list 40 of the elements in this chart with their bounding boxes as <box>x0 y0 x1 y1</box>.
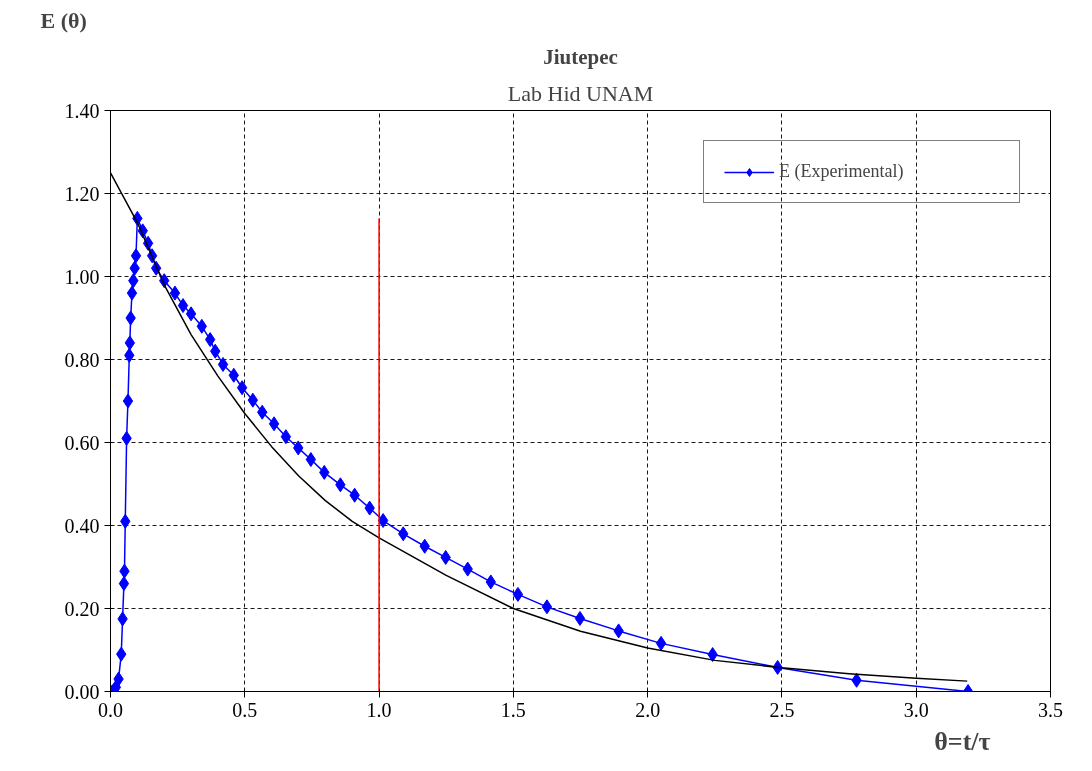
point <box>122 393 134 409</box>
chart-subtitle: Lab Hid UNAM <box>507 80 654 106</box>
point <box>541 599 553 615</box>
point <box>204 332 216 348</box>
legend-label: E (Experimental) <box>779 161 905 182</box>
y-tick-label: 1.00 <box>64 265 100 288</box>
point <box>268 416 280 432</box>
y-axis-title: E (θ) <box>40 7 87 33</box>
y-tick-label: 0.80 <box>64 348 100 371</box>
y-tick-label: 0.00 <box>64 680 100 703</box>
point <box>247 392 259 408</box>
point <box>655 635 667 651</box>
point <box>217 356 229 372</box>
x-tick-label: 0.0 <box>98 698 123 721</box>
y-tick-label: 0.40 <box>64 514 100 537</box>
point <box>236 380 248 396</box>
x-tick-label: 3.5 <box>1038 698 1063 721</box>
x-tick-label: 2.0 <box>635 698 661 721</box>
y-tick-label: 0.60 <box>64 431 100 454</box>
point <box>305 452 317 468</box>
x-tick-label: 2.5 <box>769 698 795 721</box>
point <box>169 285 181 301</box>
point <box>177 298 189 314</box>
chart-title: Jiutepec <box>543 44 618 69</box>
x-tick-label: 1.0 <box>366 698 392 721</box>
point <box>512 586 524 602</box>
point <box>118 576 130 592</box>
point <box>280 429 292 445</box>
y-tick-label: 0.20 <box>64 597 100 620</box>
point <box>185 306 197 322</box>
y-tick-label: 1.20 <box>64 182 100 205</box>
point <box>574 610 586 626</box>
point <box>377 513 389 529</box>
x-tick-label: 0.5 <box>232 698 258 721</box>
y-tick-label: 1.40 <box>64 99 100 122</box>
point <box>126 285 138 301</box>
point <box>130 248 142 264</box>
x-axis-title: θ=t/τ <box>934 726 991 756</box>
x-tick-label: 1.5 <box>500 698 526 721</box>
x-tick-label: 3.0 <box>903 698 929 721</box>
